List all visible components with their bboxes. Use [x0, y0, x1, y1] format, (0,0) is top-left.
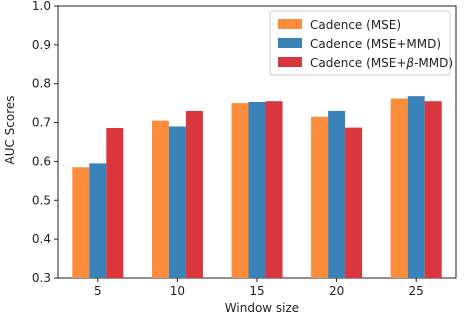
y-axis-ticks: 0.3 0.4 0.5 0.6 0.7 0.8 0.9 1.0 [32, 0, 58, 285]
x-tick-label: 20 [329, 284, 344, 298]
legend: Cadence (MSE) Cadence (MSE+MMD) Cadence (M… [269, 10, 453, 76]
legend-box [269, 10, 451, 76]
bar-series-1-10 [151, 120, 169, 278]
bar-series-2-20 [328, 110, 346, 279]
x-axis-label: Window size [225, 301, 299, 315]
x-tick-label: 25 [409, 284, 424, 298]
y-tick-label: 1.0 [32, 0, 51, 13]
y-tick-label: 0.5 [32, 193, 51, 207]
y-tick-label: 0.8 [32, 77, 51, 91]
y-tick-label: 0.9 [32, 38, 51, 52]
bar-series-2-5 [89, 163, 107, 278]
bar-series-2-25 [407, 96, 425, 278]
y-axis-label: AUC Scores [3, 95, 17, 164]
bar-series-3-25 [424, 101, 442, 278]
y-tick-label: 0.3 [32, 271, 51, 285]
y-tick-label: 0.6 [32, 154, 51, 168]
bar-series-3-15 [265, 101, 283, 278]
legend-swatch-2 [278, 38, 302, 48]
y-tick-label: 0.7 [32, 116, 51, 130]
x-tick-label: 10 [170, 284, 185, 298]
legend-swatch-3 [278, 57, 302, 67]
legend-label-1: Cadence (MSE) [310, 18, 401, 32]
bar-series-3-20 [345, 127, 363, 278]
x-axis-ticks: 5 10 15 20 25 [94, 278, 424, 298]
bar-series-2-15 [248, 101, 266, 278]
bar-series-3-10 [185, 110, 203, 279]
x-tick-label: 5 [94, 284, 102, 298]
legend-label-2: Cadence (MSE+MMD) [310, 37, 441, 51]
bar-series-2-10 [168, 126, 186, 278]
legend-swatch-1 [278, 19, 302, 29]
bar-series-1-25 [390, 98, 408, 278]
legend-label-3: Cadence (MSE+β-MMD) [310, 56, 453, 70]
bar-series-1-15 [231, 103, 249, 279]
bar-series-3-5 [106, 128, 124, 278]
bars-group [72, 96, 442, 279]
x-tick-label: 15 [249, 284, 264, 298]
y-tick-label: 0.4 [32, 232, 51, 246]
bar-series-1-5 [72, 167, 90, 278]
bar-series-1-20 [311, 116, 329, 278]
